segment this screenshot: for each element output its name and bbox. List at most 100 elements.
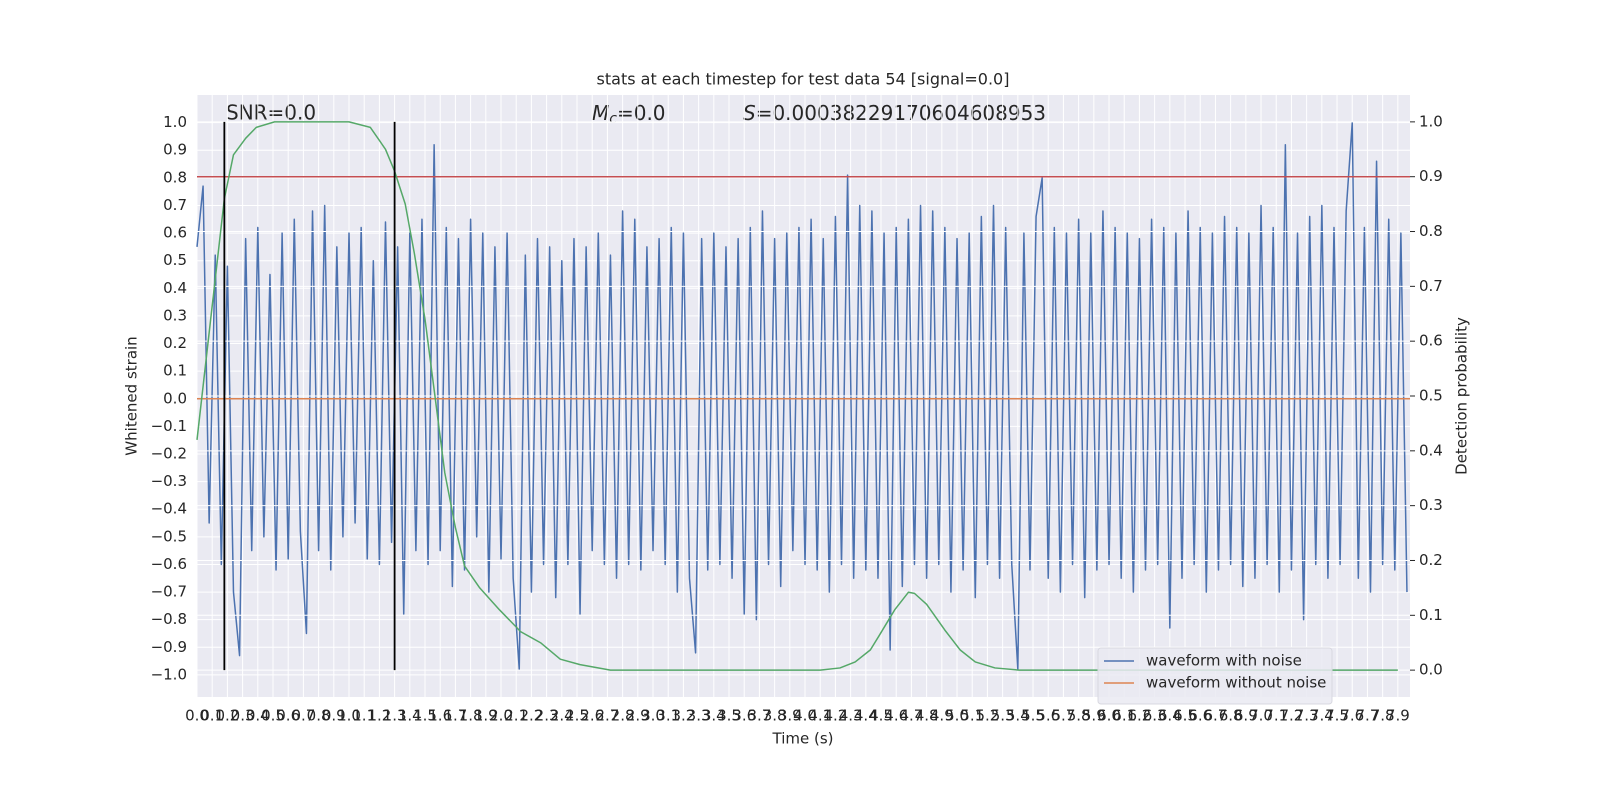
x-tick-label: 6.6 [1188,707,1212,725]
x-tick-label: 7.9 [1386,707,1410,725]
y-tick-label: −0.3 [151,472,187,490]
y-tick-label: 0.5 [163,251,187,269]
x-tick-label: 1.3 [383,707,407,725]
x-tick-label: 1.2 [367,707,391,725]
y2-tick-label: 0.0 [1419,661,1443,679]
x-tick-label: 2.3 [535,707,559,725]
y-tick-label: −0.9 [151,638,187,656]
x-tick-label: 1.0 [337,707,361,725]
y-tick-label: −0.7 [151,583,187,601]
x-tick-label: 0.6 [276,707,300,725]
x-tick-label: 3.0 [641,707,665,725]
x-tick-label: 0.8 [307,707,331,725]
x-tick-label: 1.4 [398,707,422,725]
x-tick-label: 7.4 [1310,707,1334,725]
x-tick-label: 5.4 [1006,707,1030,725]
x-tick-label: 3.6 [732,707,756,725]
x-tick-label: 2.6 [580,707,604,725]
x-tick-label: 6.9 [1234,707,1258,725]
y-tick-label: −0.5 [151,527,187,545]
x-tick-label: 7.2 [1280,707,1304,725]
y-axis-label: Whitened strain [123,336,141,455]
x-tick-label: 4.2 [823,707,847,725]
x-tick-label: 1.9 [474,707,498,725]
series-line [196,121,1398,671]
x-tick-label: 1.8 [459,707,483,725]
x-tick-label: 5.1 [960,707,984,725]
x-tick-label: 2.7 [595,707,619,725]
x-tick-label: 5.8 [1067,707,1091,725]
x-tick-label: 4.8 [915,707,939,725]
y-tick-label: −1.0 [151,665,187,683]
y2-tick-label: 0.8 [1419,222,1443,240]
x-tick-label: 2.2 [519,707,543,725]
legend-label: waveform without noise [1146,674,1326,692]
annotation-text: =0.00038229170604608953 [756,101,1046,125]
x-tick-label: 6.0 [1097,707,1121,725]
y-tick-label: −0.1 [151,417,187,435]
x-tick-label: 0.0 [185,707,209,725]
y-tick-label: 0.6 [163,224,187,242]
x-tick-label: 3.7 [747,707,771,725]
x-tick-label: 2.5 [565,707,589,725]
x-tick-label: 0.1 [200,707,224,725]
x-tick-label: 1.5 [413,707,437,725]
x-tick-label: 6.8 [1219,707,1243,725]
x-tick-label: 2.1 [504,707,528,725]
x-tick-label: 0.3 [231,707,255,725]
y2-tick-label: 0.7 [1419,277,1443,295]
x-tick-label: 3.4 [702,707,726,725]
y-tick-label: 0.1 [163,362,187,380]
x-tick-label: 4.0 [793,707,817,725]
x-tick-label: 6.4 [1158,707,1182,725]
annotation-text: =0.0 [617,101,666,125]
annotation: Mc=0.0 [592,101,666,128]
x-tick-label: 3.9 [778,707,802,725]
annotation-symbol: S [743,101,756,125]
y2-tick-label: 0.5 [1419,387,1443,405]
y-tick-label: −0.4 [151,500,187,518]
x-tick-label: 0.4 [246,707,270,725]
y2-tick-label: 0.2 [1419,551,1443,569]
legend: waveform with noise waveform without nois… [1097,647,1333,705]
x-tick-label: 4.4 [854,707,878,725]
y2-tick-label: 1.0 [1419,112,1443,130]
x-tick-label: 6.2 [1128,707,1152,725]
x-tick-label: 2.0 [489,707,513,725]
y-tick-label: 0.7 [163,196,187,214]
x-tick-label: 6.1 [1112,707,1136,725]
x-tick-label: 5.9 [1082,707,1106,725]
annotation-symbol: M [592,101,609,125]
x-tick-label: 2.8 [611,707,635,725]
x-tick-label: 2.4 [550,707,574,725]
y-tick-label: 0.3 [163,306,187,324]
x-tick-label: 2.9 [626,707,650,725]
x-tick-label: 7.5 [1325,707,1349,725]
x-tick-label: 4.5 [869,707,893,725]
x-tick-label: 0.5 [261,707,285,725]
x-tick-label: 4.1 [808,707,832,725]
x-tick-label: 3.1 [656,707,680,725]
x-tick-label: 3.8 [763,707,787,725]
x-tick-label: 7.0 [1249,707,1273,725]
x-tick-label: 5.5 [1021,707,1045,725]
annotation-subscript: c [609,111,617,127]
y2-axis-label: Detection probability [1453,317,1471,475]
x-tick-label: 0.2 [215,707,239,725]
y2-tick-label: 0.6 [1419,332,1443,350]
x-tick-label: 3.3 [687,707,711,725]
annotation: SNR=0.0 [226,101,316,125]
x-tick-label: 1.6 [428,707,452,725]
x-tick-label: 4.3 [839,707,863,725]
chart-title: stats at each timestep for test data 54 … [597,70,1010,89]
x-tick-label: 5.7 [1051,707,1075,725]
y2-tick-label: 0.4 [1419,441,1443,459]
y-tick-label: 0.4 [163,279,187,297]
y-tick-label: −0.2 [151,444,187,462]
x-tick-label: 7.3 [1295,707,1319,725]
y-tick-label: 0.9 [163,141,187,159]
y2-tick-label: 0.9 [1419,167,1443,185]
x-tick-label: 4.9 [930,707,954,725]
x-tick-label: 4.6 [884,707,908,725]
